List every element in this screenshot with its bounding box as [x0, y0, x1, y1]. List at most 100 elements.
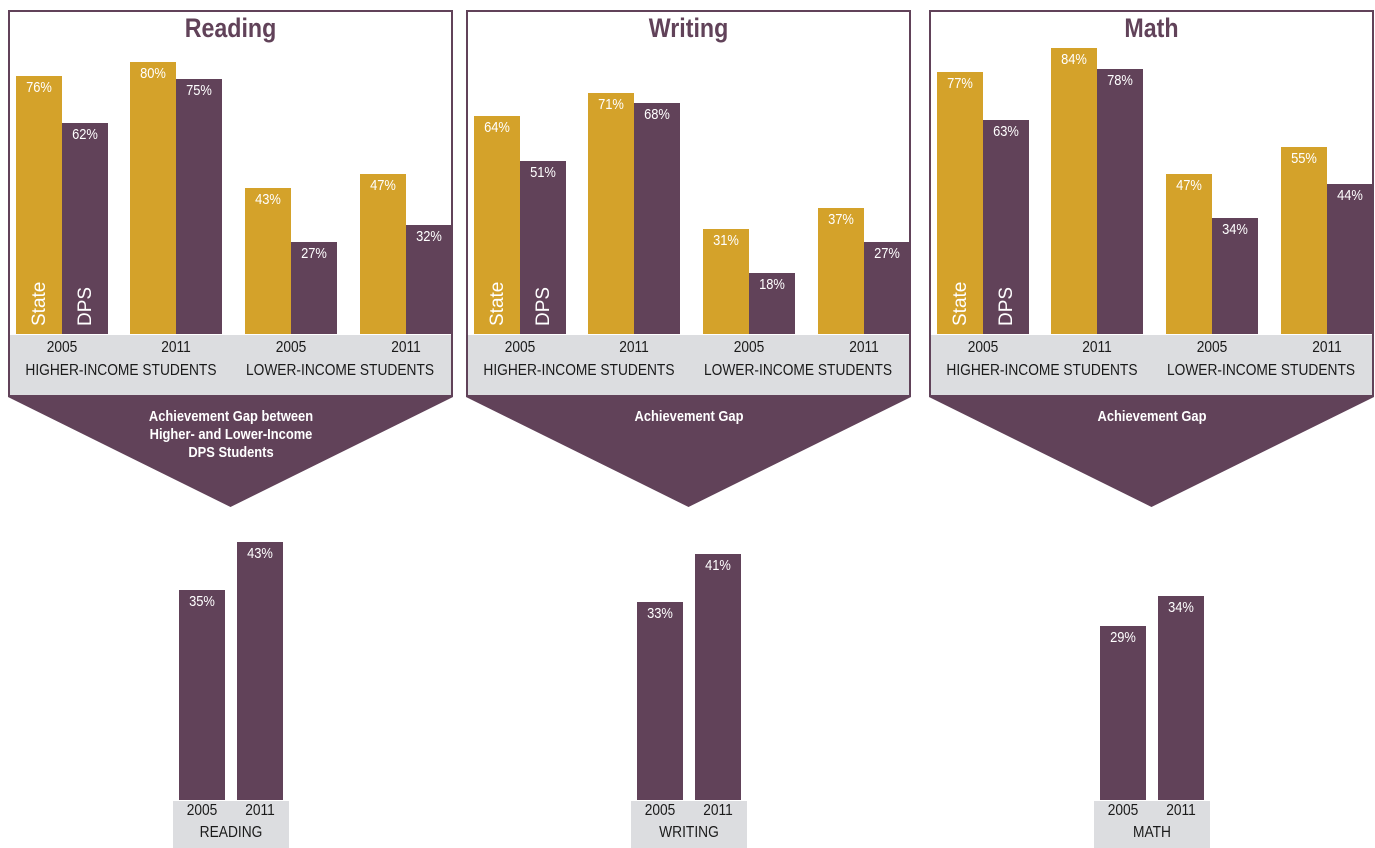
gap-title: Achievement Gap	[1097, 408, 1206, 425]
category-year-label: 2011	[1312, 339, 1342, 356]
bar-value-label: 44%	[1337, 187, 1363, 205]
group-label: LOWER-INCOME STUDENTS	[703, 362, 893, 379]
category-year-label: 2005	[1196, 339, 1228, 356]
bar-dps: 78%	[1097, 68, 1143, 334]
axis-band	[10, 335, 451, 395]
bar-value-label: 27%	[301, 245, 327, 263]
gap-bar: 29%	[1099, 626, 1146, 800]
bar-value-label: 77%	[947, 75, 973, 93]
bar-state: 55%	[1281, 147, 1327, 334]
bar-value-label: 80%	[140, 65, 166, 82]
gap-value-label: 35%	[188, 593, 215, 610]
bar-state: 71%	[588, 92, 634, 334]
gap-bar: 34%	[1157, 596, 1204, 800]
legend-state: State	[29, 281, 50, 326]
group-label: HIGHER-INCOME STUDENTS	[946, 362, 1138, 379]
gap-arrow	[466, 397, 911, 507]
bar-dps: 27%	[864, 242, 910, 334]
bar-value-label: 27%	[874, 245, 900, 263]
bar-state: 84%	[1051, 48, 1097, 334]
gap-category-label: READING	[199, 824, 262, 841]
bar-dps: 62%	[62, 123, 108, 334]
bar-state: 31%	[703, 228, 749, 334]
panel-title: Writing	[648, 13, 729, 43]
bar-dps: 27%	[291, 242, 337, 334]
bar-value-label: 63%	[993, 122, 1019, 140]
gap-value-label: 41%	[704, 557, 731, 574]
axis-band	[468, 335, 909, 395]
bar-value-label: 76%	[26, 78, 52, 96]
bar-dps: 32%	[406, 225, 452, 334]
gap-value-label: 34%	[1167, 599, 1194, 616]
bar-value-label: 84%	[1061, 51, 1087, 69]
bar-dps: 18%	[749, 272, 795, 334]
bar-state: 64%	[474, 116, 520, 334]
gap-arrow	[929, 397, 1374, 507]
legend-dps: DPS	[533, 286, 554, 326]
gap-year-label: 2011	[702, 802, 733, 819]
bar-value-label: 78%	[1107, 71, 1133, 89]
bar-value-label: 31%	[713, 231, 739, 249]
gap-year-label: 2005	[1107, 802, 1138, 819]
bar-dps: 34%	[1212, 218, 1258, 334]
bar-state: 76%	[16, 75, 62, 334]
gap-value-label: 43%	[246, 545, 273, 562]
bar-value-label: 32%	[416, 228, 442, 246]
gap-year-label: 2005	[644, 802, 675, 819]
gap-bar: 33%	[636, 602, 683, 800]
bar-state: 80%	[130, 62, 176, 334]
bar-value-label: 62%	[72, 126, 98, 144]
category-year-label: 2005	[46, 339, 78, 356]
gap-axis-band	[172, 801, 289, 848]
group-label: HIGHER-INCOME STUDENTS	[483, 362, 675, 379]
bar-value-label: 37%	[828, 211, 854, 229]
group-label: HIGHER-INCOME STUDENTS	[25, 362, 217, 379]
gap-category-label: WRITING	[658, 824, 719, 841]
gap-category-label: MATH	[1132, 824, 1171, 841]
bar-value-label: 51%	[530, 163, 556, 181]
category-year-label: 2005	[504, 339, 536, 356]
bar-value-label: 47%	[1176, 177, 1202, 195]
category-year-label: 2011	[619, 339, 649, 356]
bar-state: 47%	[360, 174, 406, 334]
category-year-label: 2011	[391, 339, 421, 356]
panel-title: Math	[1124, 13, 1179, 43]
bar-state: 37%	[818, 208, 864, 334]
bar-value-label: 55%	[1291, 150, 1317, 167]
gap-title: Achievement Gap	[634, 408, 743, 425]
gap-bar: 41%	[694, 554, 741, 800]
gap-arrow-shape	[466, 397, 911, 507]
bar-value-label: 75%	[186, 82, 212, 99]
legend-state: State	[950, 281, 971, 326]
legend-dps: DPS	[996, 286, 1017, 326]
bar-dps: 51%	[520, 160, 566, 334]
category-year-label: 2005	[275, 339, 307, 356]
bar-state: 43%	[245, 187, 291, 334]
category-year-label: 2005	[733, 339, 765, 356]
legend-state: State	[487, 281, 508, 326]
bar-value-label: 71%	[598, 95, 624, 113]
bar-dps: 63%	[983, 119, 1029, 334]
category-year-label: 2005	[967, 339, 999, 356]
gap-arrow-shape	[8, 397, 453, 507]
category-year-label: 2011	[1082, 339, 1112, 356]
legend-dps: DPS	[75, 286, 96, 326]
gap-arrow-shape	[929, 397, 1374, 507]
bar-value-label: 43%	[255, 190, 281, 208]
gap-arrow	[8, 397, 453, 507]
category-year-label: 2011	[161, 339, 191, 356]
group-label: LOWER-INCOME STUDENTS	[1166, 362, 1356, 379]
bar-dps: 44%	[1327, 184, 1373, 334]
group-label: LOWER-INCOME STUDENTS	[245, 362, 435, 379]
bar-value-label: 47%	[370, 177, 396, 195]
gap-axis-band	[1093, 801, 1210, 848]
bar-value-label: 64%	[484, 119, 510, 137]
gap-year-label: 2011	[244, 802, 275, 819]
gap-value-label: 33%	[646, 605, 673, 622]
gap-axis-band	[630, 801, 747, 848]
gap-year-label: 2005	[186, 802, 217, 819]
bar-dps: 68%	[634, 102, 680, 334]
category-year-label: 2011	[849, 339, 879, 356]
bar-value-label: 18%	[759, 275, 785, 293]
